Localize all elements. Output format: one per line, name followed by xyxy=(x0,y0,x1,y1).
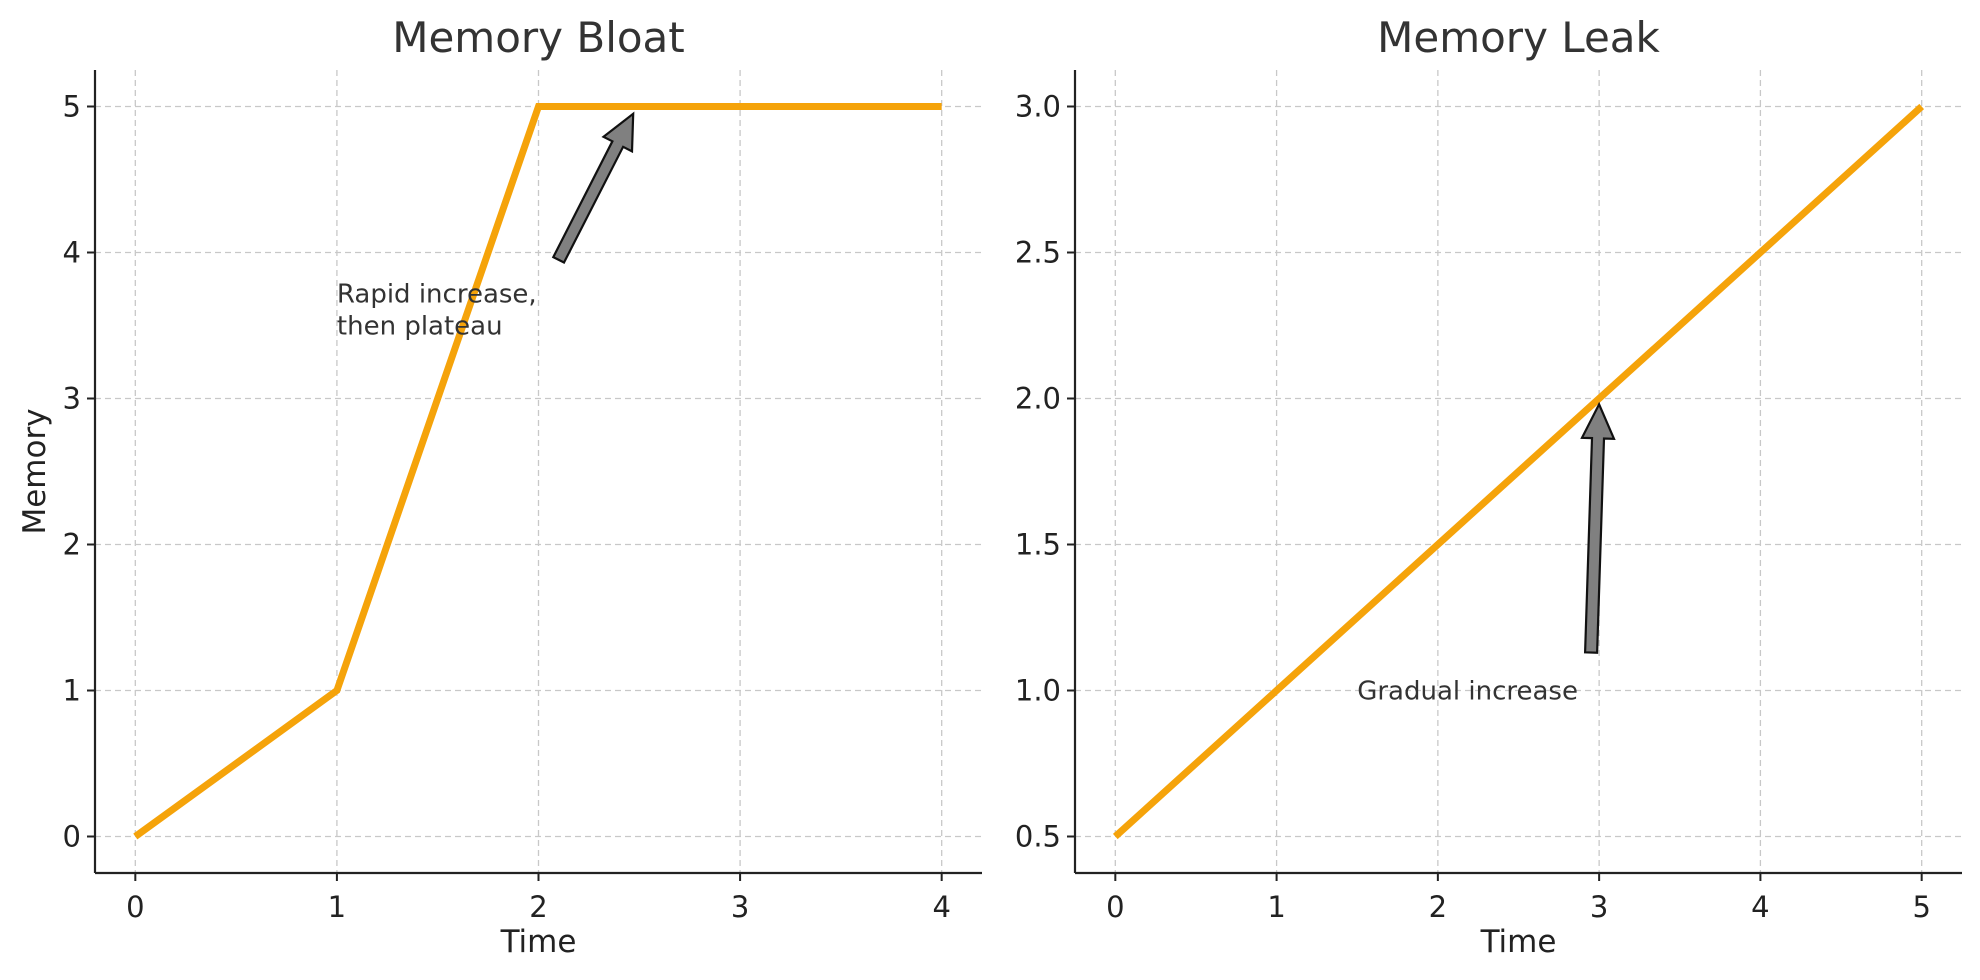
x-tick-label: 0 xyxy=(126,890,144,924)
x-axis-label: Time xyxy=(1480,924,1557,960)
annotation-line: Gradual increase xyxy=(1357,677,1578,707)
y-tick-label: 2.5 xyxy=(1015,236,1061,270)
annotation-text: Gradual increase xyxy=(1357,677,1578,707)
y-tick-label: 3 xyxy=(63,382,81,416)
x-tick-label: 5 xyxy=(1912,890,1930,924)
x-tick-label: 3 xyxy=(1590,890,1608,924)
annotation-text: Rapid increase, then plateau xyxy=(337,280,537,342)
y-tick-label: 2 xyxy=(63,528,81,562)
series-line xyxy=(133,103,942,840)
y-tick-label: 2.0 xyxy=(1015,382,1061,416)
y-tick-label: 5 xyxy=(63,90,81,124)
y-tick-label: 1.5 xyxy=(1015,528,1061,562)
y-tick-label: 0 xyxy=(63,820,81,854)
chart-title: Memory Leak xyxy=(1377,13,1660,62)
y-axis-label: Memory xyxy=(17,408,53,534)
y-tick-label: 0.5 xyxy=(1015,820,1061,854)
chart-panel-2: 0 1 2 3 4 5 0.5 1.0 1.5 2.0 2.5 3.0 Memory Leak Time G… xyxy=(1015,13,1962,960)
x-tick-label: 1 xyxy=(328,890,346,924)
annotation-arrow xyxy=(551,111,635,264)
x-tick-label: 4 xyxy=(1751,890,1769,924)
y-tick-label: 1 xyxy=(63,674,81,708)
x-axis-label: Time xyxy=(500,924,577,960)
x-tick-label: 1 xyxy=(1267,890,1285,924)
x-tick-label: 2 xyxy=(1429,890,1447,924)
annotation-line: Rapid increase, xyxy=(337,280,537,310)
series-line xyxy=(1112,103,1925,840)
x-tick-label: 0 xyxy=(1106,890,1124,924)
x-tick-label: 3 xyxy=(731,890,749,924)
y-tick-label: 3.0 xyxy=(1015,90,1061,124)
y-tick-label: 4 xyxy=(63,236,81,270)
chart-panel-1: 0 1 2 3 4 0 1 2 3 4 5 Memory Bloat Time Memory Rapid i… xyxy=(17,13,982,960)
y-tick-label: 1.0 xyxy=(1015,674,1061,708)
annotation-arrow xyxy=(1580,401,1616,654)
x-tick-label: 4 xyxy=(932,890,950,924)
x-tick-label: 2 xyxy=(529,890,547,924)
chart-title: Memory Bloat xyxy=(392,13,685,62)
annotation-line: then plateau xyxy=(337,312,503,342)
